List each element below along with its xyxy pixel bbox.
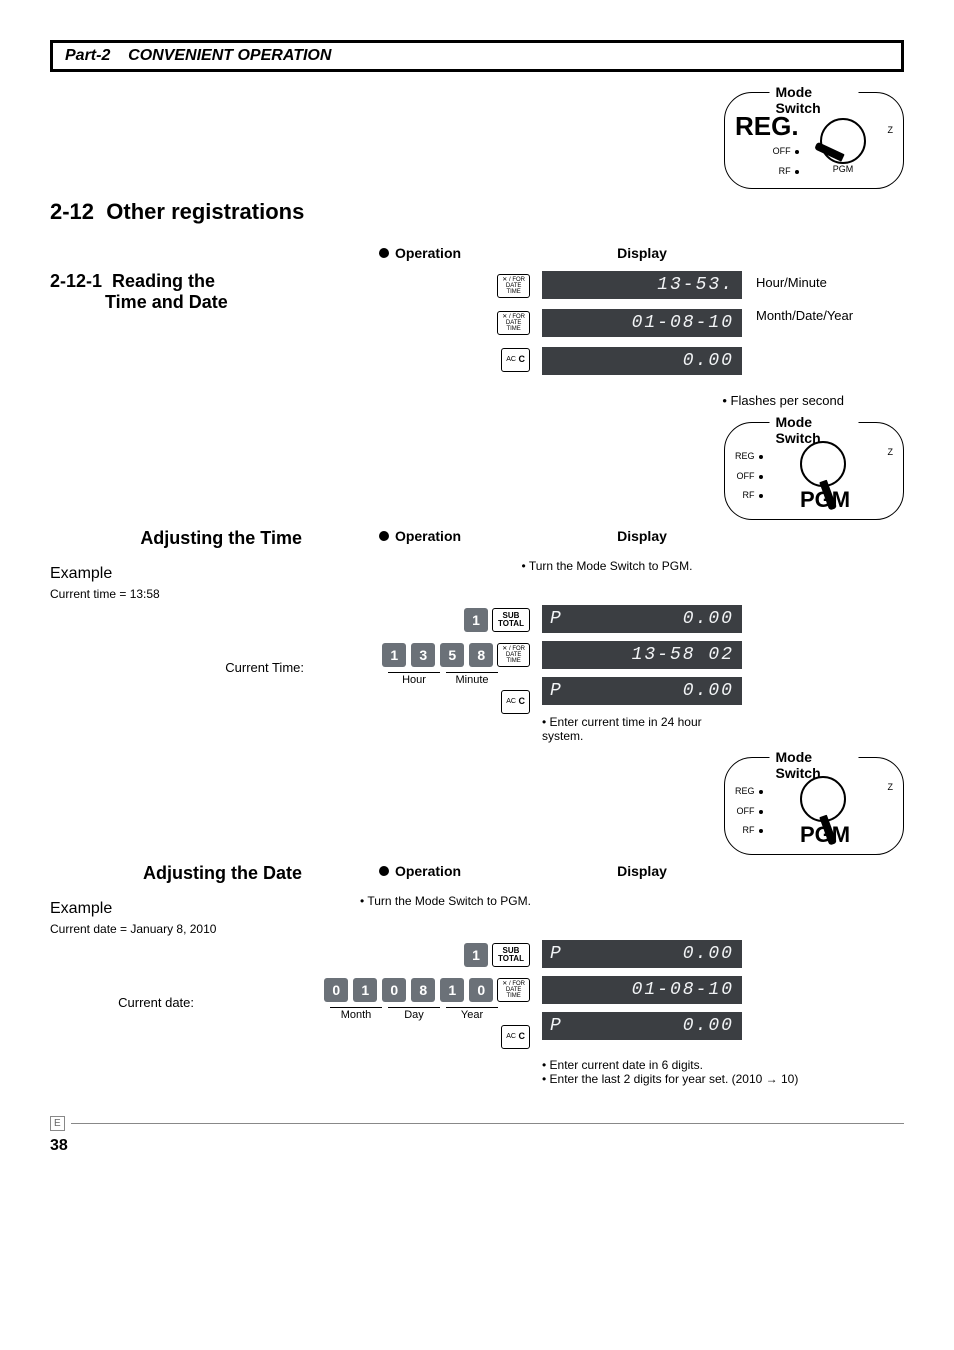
display-time: 13-53. — [542, 271, 742, 299]
page-number: 38 — [50, 1137, 904, 1155]
part-title: CONVENIENT OPERATION — [128, 47, 331, 64]
display-date: 01-08-10 — [542, 309, 742, 337]
numkey[interactable]: 1 — [382, 643, 406, 667]
note-6digits: • Enter current date in 6 digits. — [542, 1058, 904, 1072]
subtotal-key[interactable]: SUB TOTAL — [492, 943, 530, 967]
display-p-zero: P0.00 — [542, 940, 742, 968]
display-date-set: 01-08-10 — [542, 976, 742, 1004]
numkey[interactable]: 3 — [411, 643, 435, 667]
bullet-icon — [379, 248, 389, 258]
acc-key[interactable]: AC C — [501, 1025, 530, 1049]
numkey[interactable]: 5 — [440, 643, 464, 667]
e-marker: E — [50, 1116, 65, 1131]
numkey[interactable]: 1 — [353, 978, 377, 1002]
numkey[interactable]: 8 — [411, 978, 435, 1002]
subsection-3-title: Adjusting the Date — [50, 863, 310, 884]
under-hour: Hour — [388, 672, 440, 686]
column-headers-2: Adjusting the Time Operation Display — [50, 528, 904, 549]
numkey[interactable]: 1 — [440, 978, 464, 1002]
xfor-key[interactable]: ✕ / FOR DATE TIME — [497, 311, 530, 335]
mode-switch-pgm-2: Mode Switch CALX REG OFF RF PGM Z — [724, 757, 904, 855]
label-mdy: Month/Date/Year — [756, 308, 904, 323]
under-month: Month — [330, 1007, 382, 1021]
xfor-key[interactable]: ✕ / FOR DATE TIME — [497, 274, 530, 298]
example-line: Current date = January 8, 2010 — [50, 922, 360, 936]
xfor-key[interactable]: ✕ / FOR DATE TIME — [497, 643, 530, 667]
numkey[interactable]: 0 — [382, 978, 406, 1002]
under-day: Day — [388, 1007, 440, 1021]
xfor-key[interactable]: ✕ / FOR DATE TIME — [497, 978, 530, 1002]
bullet-icon — [379, 866, 389, 876]
op-note: • Turn the Mode Switch to PGM. — [360, 894, 904, 908]
part-label: Part-2 — [65, 47, 110, 64]
note-24h: • Enter current time in 24 hour system. — [542, 715, 742, 743]
note-flashes: • Flashes per second — [50, 393, 904, 408]
under-min: Minute — [446, 672, 498, 686]
column-headers-3: Adjusting the Date Operation Display — [50, 863, 904, 884]
acc-key[interactable]: AC C — [501, 348, 530, 372]
current-time-label: Current Time: — [225, 660, 310, 675]
numkey-1[interactable]: 1 — [464, 943, 488, 967]
page-footer: E — [50, 1116, 904, 1131]
note-yearset: • Enter the last 2 digits for year set. … — [542, 1072, 904, 1086]
label-hourmin: Hour/Minute — [756, 275, 904, 290]
example-label: Example — [50, 565, 310, 583]
numkey[interactable]: 0 — [324, 978, 348, 1002]
subsection-1-title: 2-12-1 Reading the Time and Date — [50, 271, 310, 313]
bullet-icon — [379, 531, 389, 541]
subtotal-key[interactable]: SUB TOTAL — [492, 608, 530, 632]
example-line: Current time = 13:58 — [50, 587, 310, 601]
display-time-set: 13-58 02 — [542, 641, 742, 669]
example-label: Example — [50, 900, 360, 918]
page-header: Part-2 CONVENIENT OPERATION — [50, 40, 904, 72]
op-note: • Turn the Mode Switch to PGM. — [310, 559, 904, 573]
numkey[interactable]: 8 — [469, 643, 493, 667]
acc-key[interactable]: AC C — [501, 690, 530, 714]
display-p-zero: P0.00 — [542, 1012, 742, 1040]
numkey[interactable]: 0 — [469, 978, 493, 1002]
section-title: 2-12 Other registrations — [50, 199, 904, 225]
subsection-2-title: Adjusting the Time — [50, 528, 310, 549]
dial-icon — [820, 118, 866, 164]
under-year: Year — [446, 1007, 498, 1021]
dial-icon — [800, 441, 846, 487]
display-zero: 0.00 — [542, 347, 742, 375]
mode-switch-reg: Mode Switch CALX REG. OFF RF PGM Z — [724, 92, 904, 189]
mode-switch-title: Mode Switch — [770, 84, 859, 116]
mode-switch-pgm-1: Mode Switch CALX REG OFF RF PGM Z — [724, 422, 904, 520]
column-headers: Operation Display — [50, 245, 904, 261]
numkey-1[interactable]: 1 — [464, 608, 488, 632]
dial-icon — [800, 776, 846, 822]
display-p-zero: P0.00 — [542, 605, 742, 633]
current-date-label: Current date: — [118, 995, 200, 1010]
display-p-zero: P0.00 — [542, 677, 742, 705]
